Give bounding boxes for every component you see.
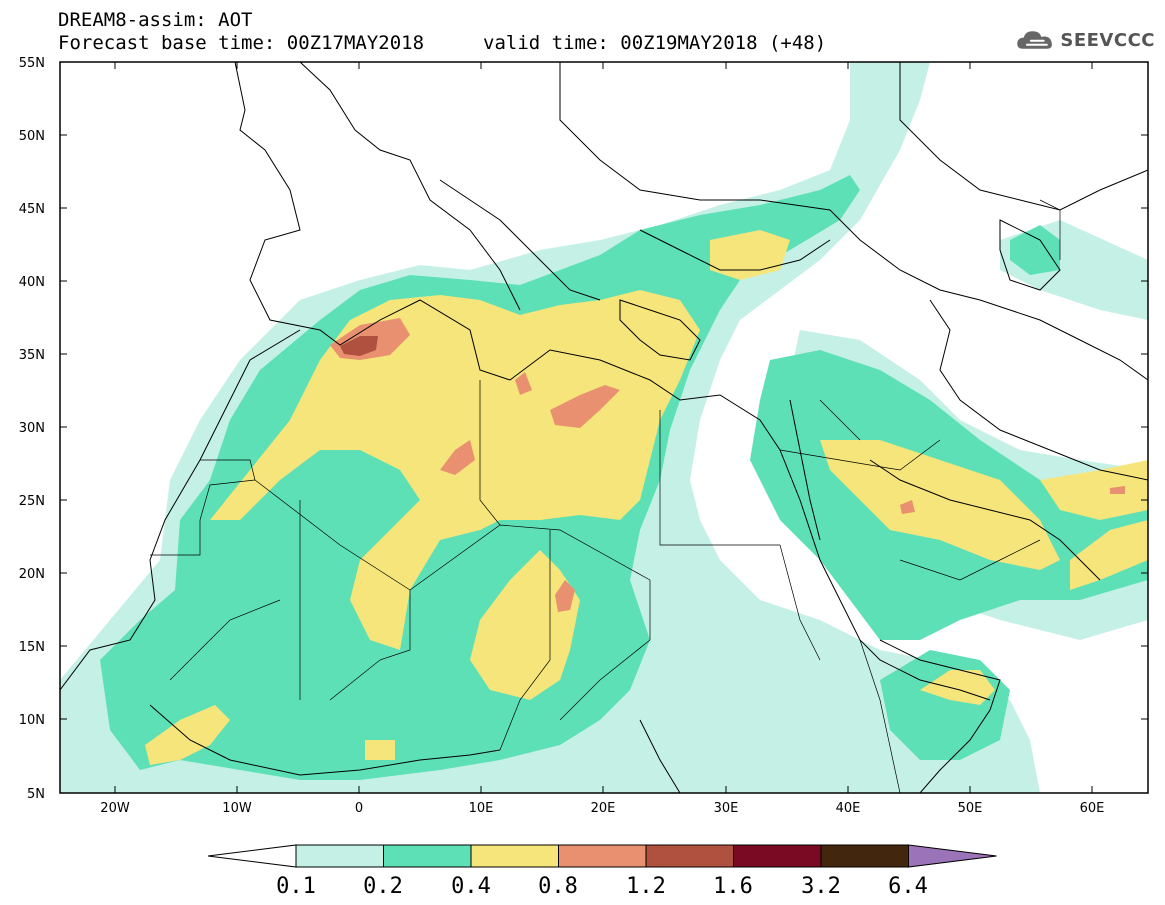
- colorbar-label: 6.4: [888, 874, 928, 899]
- colorbar-segment: [733, 844, 822, 868]
- colorbar-label: 0.1: [276, 874, 316, 899]
- colorbar: [207, 844, 997, 868]
- lat-label: 55N: [19, 56, 45, 71]
- colorbar-segment: [820, 844, 909, 868]
- lon-tick-marks: [114, 62, 1093, 793]
- lat-label: 5N: [27, 787, 45, 802]
- country-borders: [150, 199, 1061, 793]
- lon-label: 0: [355, 801, 363, 816]
- lat-label: 20N: [19, 567, 45, 582]
- lon-label: 10E: [469, 801, 494, 816]
- map-title: DREAM8-assim: AOT: [58, 9, 253, 31]
- colorbar-segment: [470, 844, 559, 868]
- valid-time: valid time: 00Z19MAY2018 (+48): [483, 32, 827, 54]
- colorbar-label: 1.6: [713, 874, 753, 899]
- lat-tick-labels: 55N 50N 45N 40N 35N 30N 25N 20N 15N 10N …: [19, 56, 45, 802]
- lat-tick-marks: [60, 61, 1148, 794]
- seevccc-logo: SEEVCCC: [1015, 22, 1155, 58]
- lon-label: 20W: [100, 801, 130, 816]
- lon-label: 60E: [1080, 801, 1105, 816]
- cloud-icon: [1017, 31, 1052, 49]
- lon-label: 20E: [591, 801, 616, 816]
- lat-label: 45N: [19, 202, 45, 217]
- colorbar-segment: [558, 844, 647, 868]
- colorbar-arrow-high: [908, 844, 997, 868]
- forecast-base-time: Forecast base time: 00Z17MAY2018: [58, 32, 425, 54]
- colorbar-arrow-low: [207, 844, 297, 868]
- lat-label: 50N: [19, 129, 45, 144]
- colorbar-labels: 0.1 0.2 0.4 0.8 1.2 1.6 3.2 6.4: [276, 874, 928, 899]
- colorbar-segment: [295, 844, 384, 868]
- colorbar-label: 0.2: [363, 874, 403, 899]
- colorbar-label: 0.4: [451, 874, 491, 899]
- lat-label: 10N: [19, 713, 45, 728]
- lon-tick-labels: 20W 10W 0 10E 20E 30E 40E 50E 60E: [100, 801, 1104, 816]
- colorbar-label: 3.2: [801, 874, 841, 899]
- lon-label: 30E: [714, 801, 739, 816]
- colorbar-segment: [383, 844, 472, 868]
- lat-label: 35N: [19, 348, 45, 363]
- lat-label: 25N: [19, 494, 45, 509]
- lon-label: 50E: [958, 801, 983, 816]
- lon-label: 10W: [222, 801, 252, 816]
- coastlines: [60, 62, 1148, 793]
- colorbar-segment: [645, 844, 734, 868]
- lat-label: 40N: [19, 275, 45, 290]
- aot-band-1.2-1.6: [340, 336, 378, 356]
- lat-label: 30N: [19, 421, 45, 436]
- colorbar-label: 1.2: [626, 874, 666, 899]
- lat-label: 15N: [19, 640, 45, 655]
- colorbar-label: 0.8: [538, 874, 578, 899]
- lon-label: 40E: [836, 801, 861, 816]
- logo-text: SEEVCCC: [1060, 29, 1155, 51]
